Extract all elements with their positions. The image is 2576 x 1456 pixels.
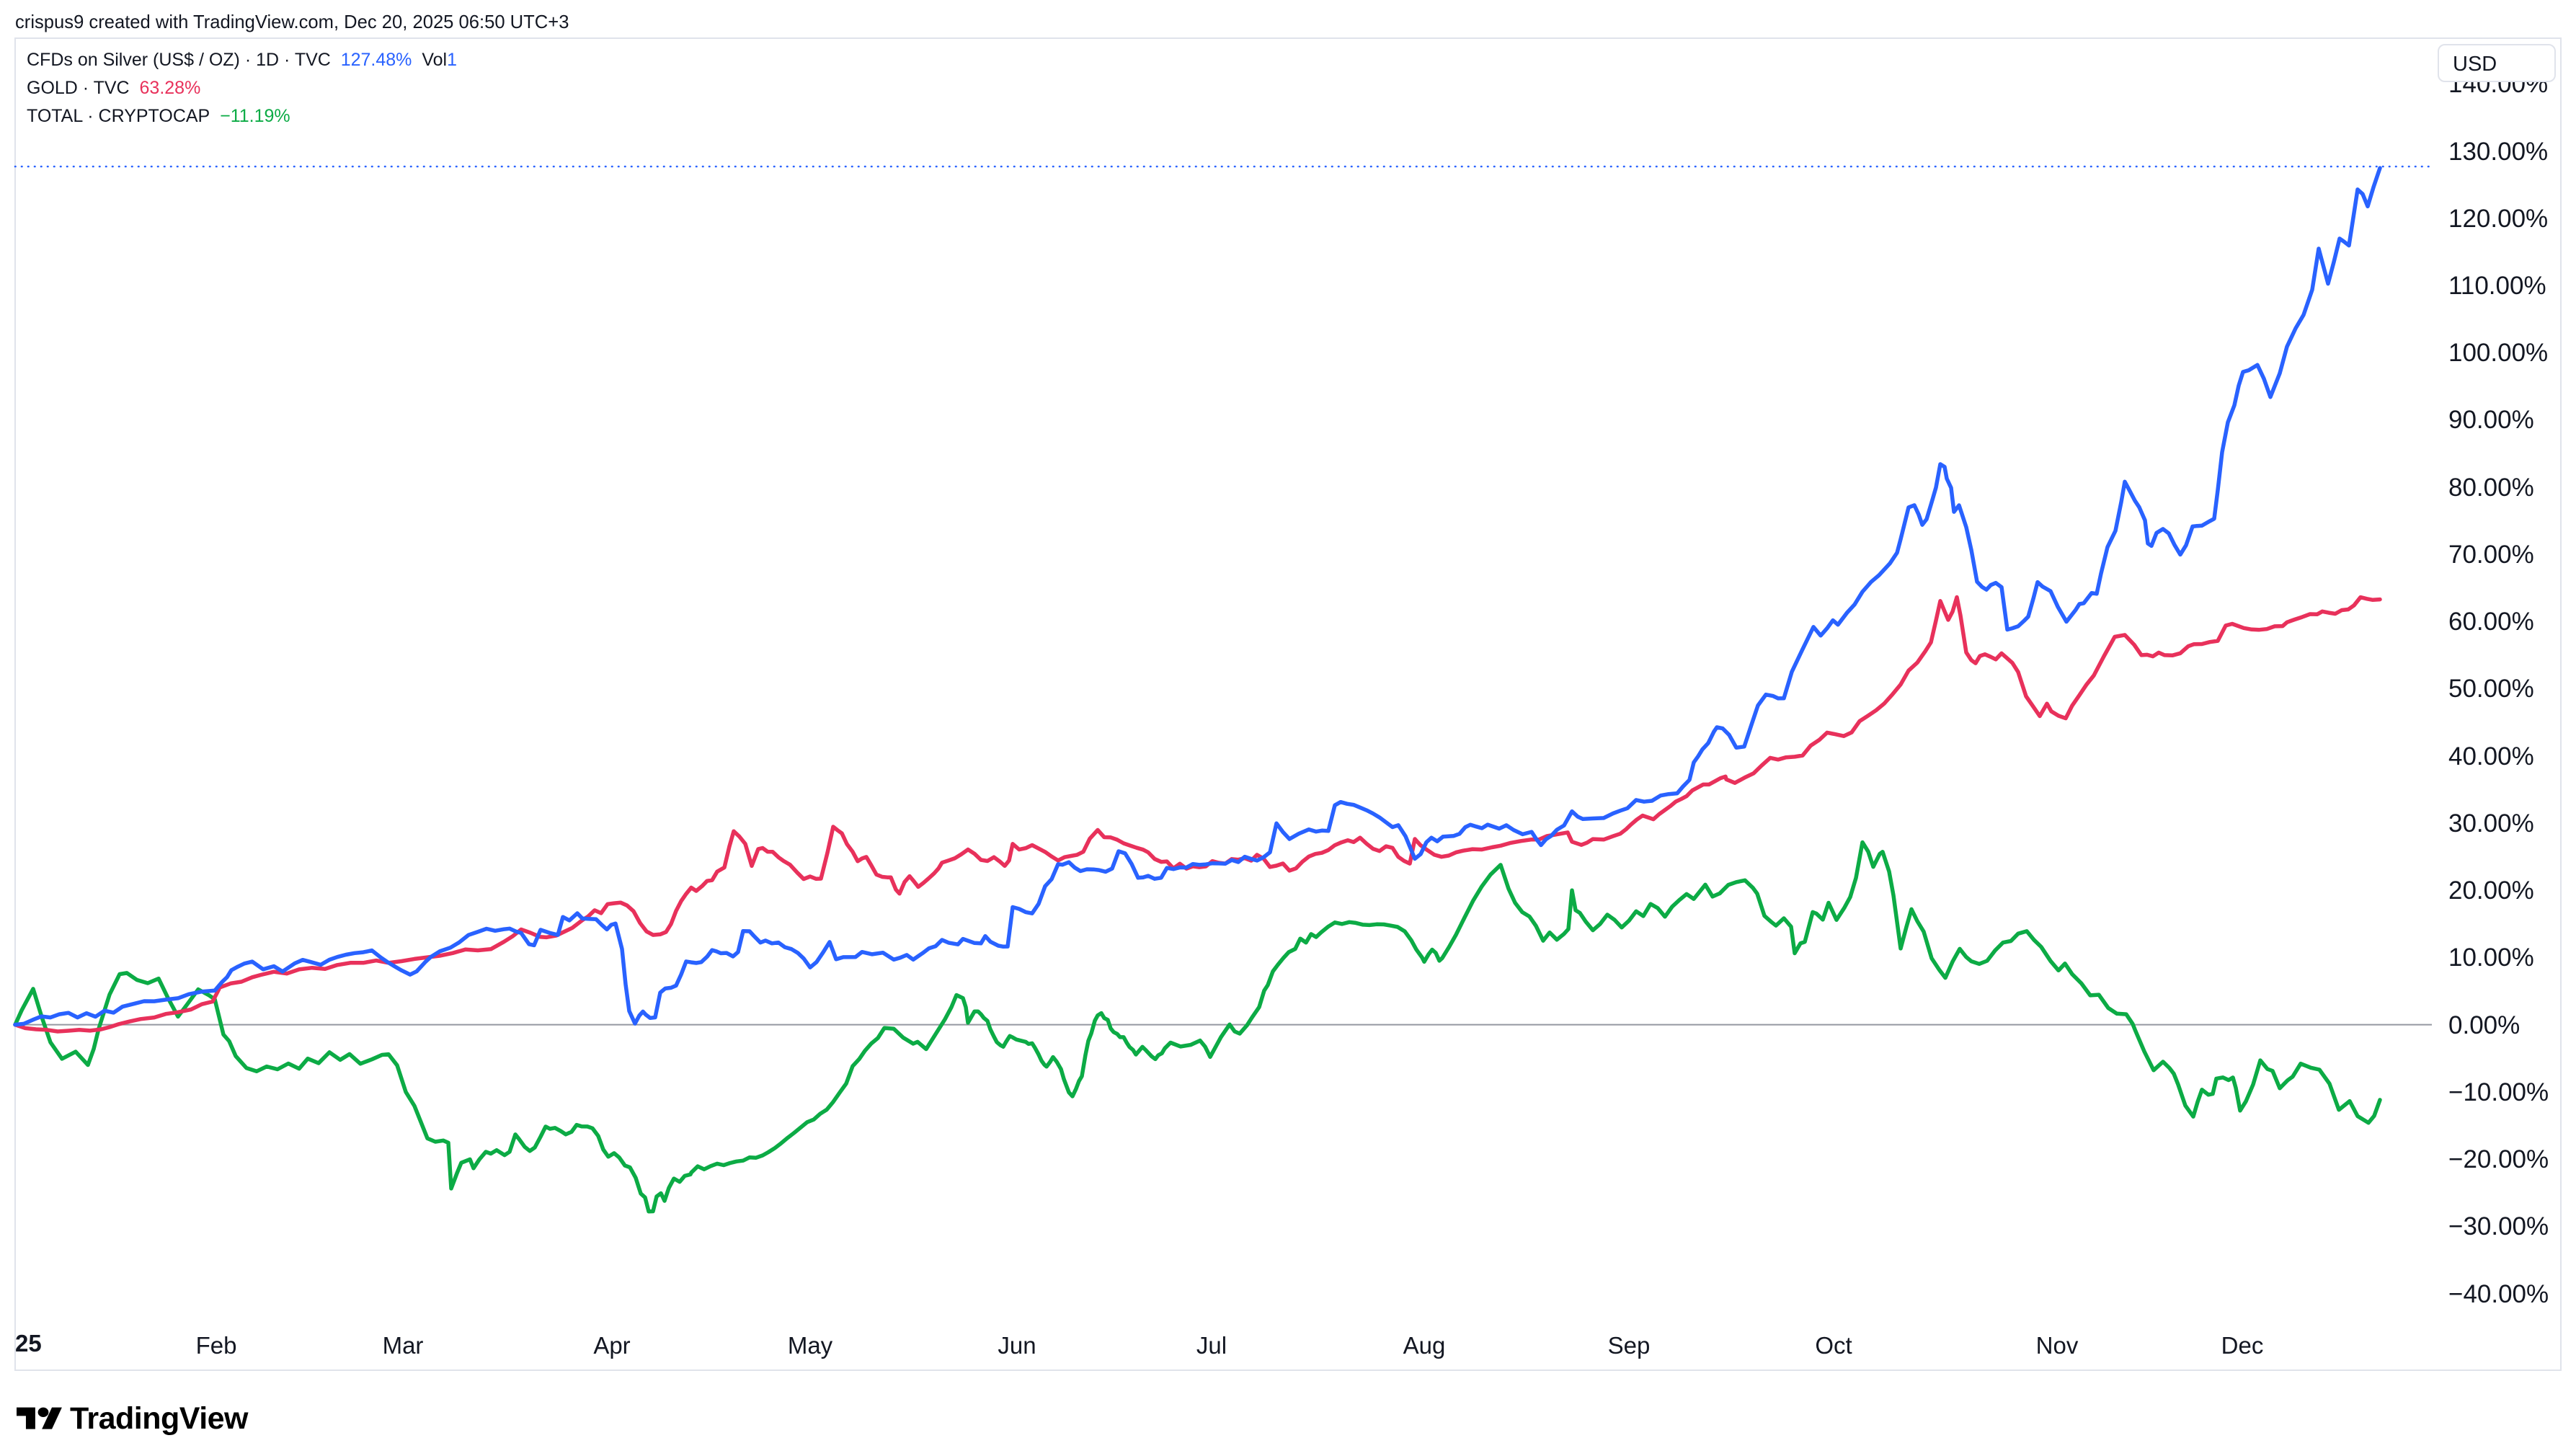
- svg-text:Jun: Jun: [998, 1332, 1036, 1359]
- svg-text:GOLD · TVC 63.28%: GOLD · TVC 63.28%: [27, 78, 200, 98]
- svg-text:120.00%: 120.00%: [2448, 205, 2548, 233]
- svg-text:Dec: Dec: [2221, 1332, 2264, 1359]
- svg-text:Oct: Oct: [1815, 1332, 1852, 1359]
- svg-text:70.00%: 70.00%: [2448, 541, 2534, 569]
- svg-text:50.00%: 50.00%: [2448, 675, 2534, 703]
- svg-text:Feb: Feb: [196, 1332, 237, 1359]
- svg-text:100.00%: 100.00%: [2448, 339, 2548, 367]
- svg-text:May: May: [788, 1332, 833, 1359]
- svg-text:TradingView: TradingView: [70, 1401, 249, 1436]
- svg-text:−20.00%: −20.00%: [2448, 1145, 2549, 1173]
- svg-text:110.00%: 110.00%: [2448, 272, 2546, 300]
- svg-text:Jul: Jul: [1196, 1332, 1227, 1359]
- svg-text:−10.00%: −10.00%: [2448, 1078, 2549, 1106]
- svg-text:Mar: Mar: [383, 1332, 424, 1359]
- svg-text:130.00%: 130.00%: [2448, 138, 2548, 166]
- svg-text:90.00%: 90.00%: [2448, 406, 2534, 434]
- svg-text:Aug: Aug: [1403, 1332, 1446, 1359]
- svg-text:20.00%: 20.00%: [2448, 876, 2534, 905]
- svg-text:80.00%: 80.00%: [2448, 474, 2534, 502]
- svg-text:Sep: Sep: [1608, 1332, 1651, 1359]
- svg-text:25: 25: [15, 1330, 42, 1357]
- svg-text:60.00%: 60.00%: [2448, 608, 2534, 636]
- svg-text:Nov: Nov: [2036, 1332, 2079, 1359]
- svg-text:−30.00%: −30.00%: [2448, 1212, 2549, 1240]
- svg-text:crispus9 created with TradingV: crispus9 created with TradingView.com, D…: [15, 12, 569, 32]
- svg-text:10.00%: 10.00%: [2448, 944, 2534, 972]
- svg-text:USD: USD: [2453, 53, 2497, 76]
- svg-text:40.00%: 40.00%: [2448, 742, 2534, 771]
- svg-text:30.00%: 30.00%: [2448, 809, 2534, 838]
- svg-text:0.00%: 0.00%: [2448, 1011, 2520, 1039]
- svg-text:TOTAL · CRYPTOCAP −11.19%: TOTAL · CRYPTOCAP −11.19%: [27, 106, 290, 126]
- svg-text:−40.00%: −40.00%: [2448, 1280, 2549, 1308]
- svg-text:CFDs on Silver (US$ / OZ) · 1D: CFDs on Silver (US$ / OZ) · 1D · TVC 127…: [27, 50, 457, 70]
- svg-text:Apr: Apr: [593, 1332, 630, 1359]
